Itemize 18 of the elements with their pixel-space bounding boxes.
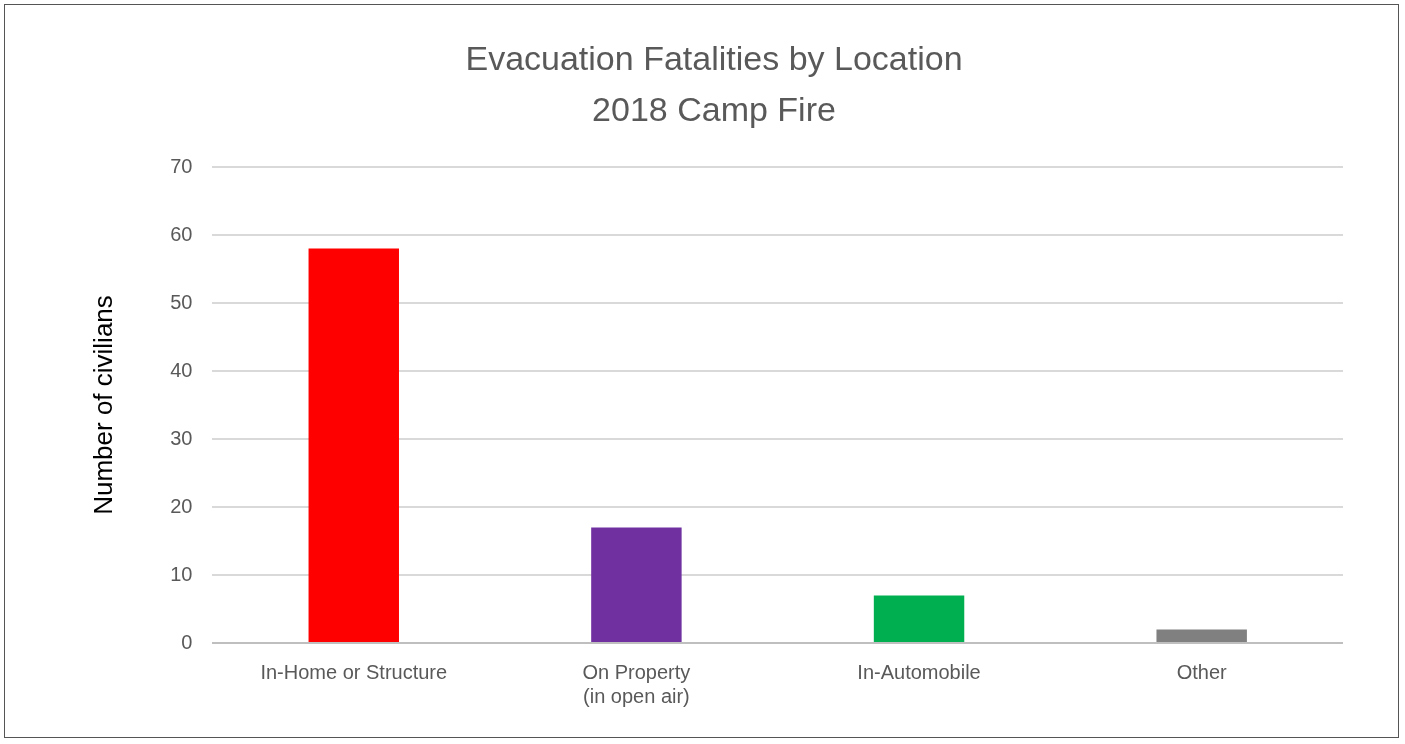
bar <box>873 595 965 642</box>
bar <box>1156 629 1247 642</box>
bar <box>308 248 399 642</box>
y-tick-label: 0 <box>181 630 193 653</box>
x-tick-label: In-Automobile <box>857 660 981 683</box>
y-tick-label: 40 <box>170 358 193 381</box>
y-tick-label: 60 <box>170 222 193 245</box>
x-tick-label: On Property (in open air) <box>582 660 691 707</box>
y-tick-label: 20 <box>170 494 193 517</box>
y-axis-title: Number of civilians <box>87 295 118 515</box>
y-tick-label: 70 <box>170 154 193 177</box>
x-tick-label: Other <box>1176 660 1228 683</box>
y-tick-label: 10 <box>170 562 193 585</box>
chart-title: Evacuation Fatalities by Location 2018 Camp Fire <box>465 38 963 128</box>
bar <box>591 527 682 642</box>
y-tick-label: 50 <box>170 290 193 313</box>
y-tick-label: 30 <box>170 426 193 449</box>
x-tick-label: In-Home or Structure <box>260 660 448 683</box>
